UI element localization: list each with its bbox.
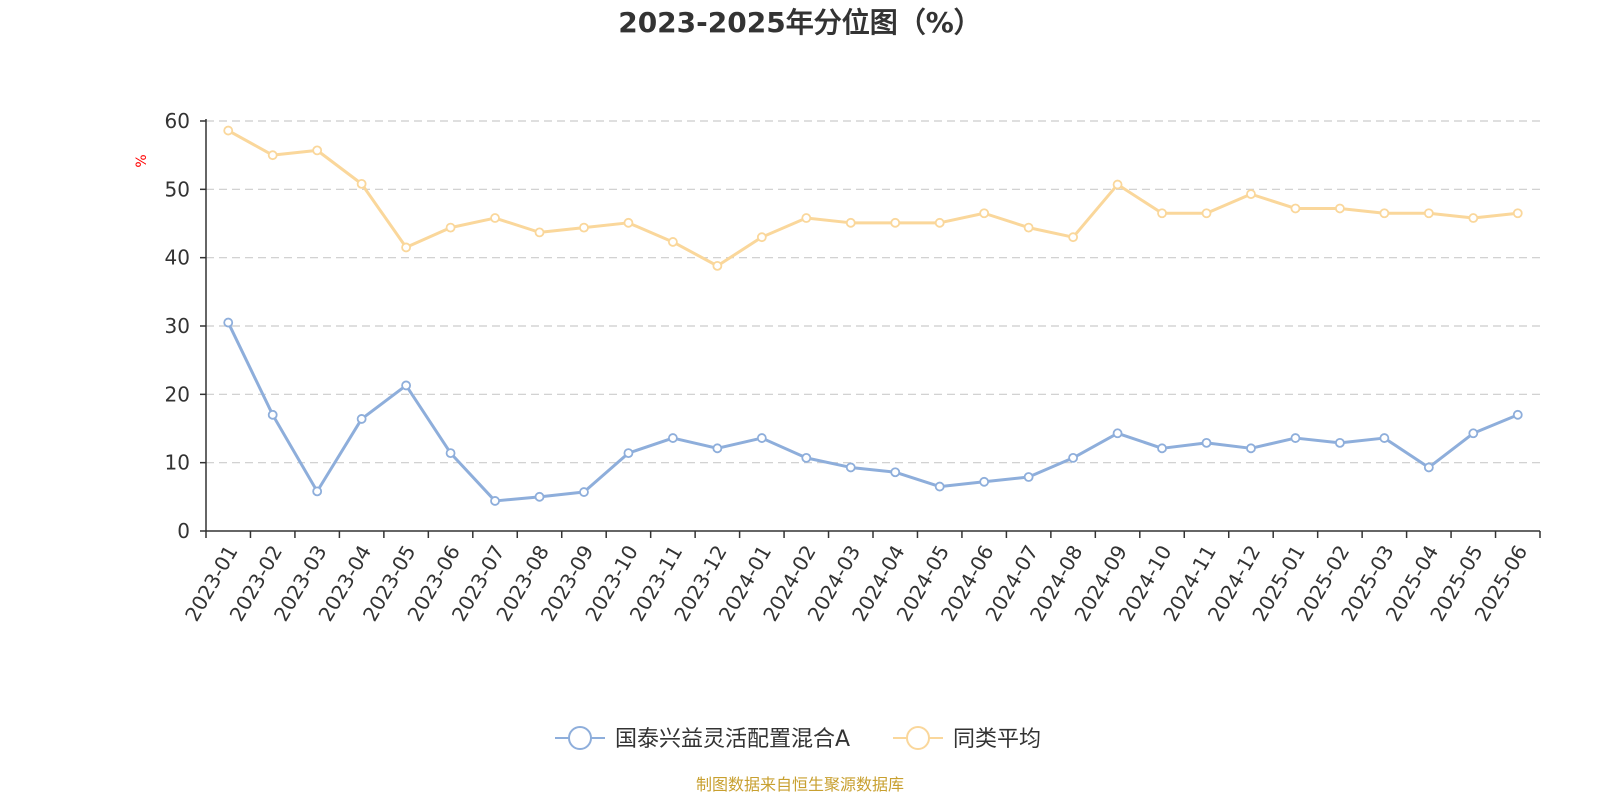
legend-item: 国泰兴益灵活配置混合A xyxy=(555,726,850,752)
data-point xyxy=(801,452,812,463)
data-point xyxy=(490,496,500,506)
data-point xyxy=(312,486,323,497)
chart-title: 2023-2025年分位图（%） xyxy=(618,6,982,39)
y-tick-label: 50 xyxy=(165,177,190,201)
y-tick-label: 60 xyxy=(165,109,190,133)
data-point xyxy=(1112,428,1123,439)
data-point xyxy=(712,443,723,454)
data-point xyxy=(1246,189,1256,200)
data-point xyxy=(267,409,278,420)
data-point xyxy=(579,487,589,497)
data-point xyxy=(1023,472,1034,482)
data-point xyxy=(1201,437,1212,448)
data-point xyxy=(401,242,412,253)
data-point xyxy=(1423,208,1434,219)
data-point xyxy=(445,448,456,459)
data-point xyxy=(356,178,367,189)
series-1 xyxy=(223,317,1523,506)
y-tick-label: 20 xyxy=(165,382,190,406)
legend-marker xyxy=(906,726,930,750)
data-point xyxy=(979,208,990,219)
data-point xyxy=(623,217,634,228)
data-point xyxy=(1157,443,1167,454)
data-point xyxy=(267,150,278,161)
data-point xyxy=(1379,208,1390,219)
data-point xyxy=(712,260,723,271)
data-point xyxy=(1112,179,1123,190)
legend-item: 同类平均 xyxy=(893,726,1041,752)
data-point xyxy=(668,433,678,443)
data-point xyxy=(1246,443,1256,454)
data-point xyxy=(223,125,234,136)
data-point xyxy=(445,222,456,233)
source-note: 制图数据来自恒生聚源数据库 xyxy=(696,775,904,794)
data-point xyxy=(890,467,901,478)
data-point xyxy=(1068,232,1078,243)
series-2 xyxy=(223,125,1523,271)
data-point xyxy=(223,317,234,328)
data-point xyxy=(401,380,412,391)
data-point xyxy=(801,213,812,223)
data-point xyxy=(845,462,856,473)
data-point xyxy=(890,217,901,228)
data-point xyxy=(534,491,545,502)
data-point xyxy=(1290,433,1301,443)
data-point xyxy=(1423,462,1434,473)
legend-label: 同类平均 xyxy=(953,727,1041,752)
data-point xyxy=(1468,213,1479,223)
data-point xyxy=(668,237,678,247)
y-tick-label: 30 xyxy=(165,314,190,338)
series-line xyxy=(226,321,1520,503)
data-point xyxy=(1335,203,1345,214)
legend: 国泰兴益灵活配置混合A 同类平均 xyxy=(555,726,1041,752)
data-point xyxy=(979,476,990,487)
data-point xyxy=(756,232,767,243)
data-point xyxy=(1068,452,1078,463)
legend-label: 国泰兴益灵活配置混合A xyxy=(615,727,850,752)
y-axis-unit: % xyxy=(134,154,150,167)
data-point xyxy=(490,213,500,223)
y-tick-label: 0 xyxy=(177,519,190,543)
data-point xyxy=(1512,409,1523,420)
data-point xyxy=(1290,203,1301,214)
data-point xyxy=(356,414,367,424)
y-tick-label: 40 xyxy=(165,246,190,270)
data-point xyxy=(1201,208,1212,219)
data-point xyxy=(312,145,323,156)
legend-marker xyxy=(568,726,592,750)
data-point xyxy=(579,222,589,233)
data-point xyxy=(1379,433,1390,443)
series-line xyxy=(226,129,1520,268)
data-point xyxy=(1023,222,1034,233)
y-tick-label: 10 xyxy=(165,451,190,475)
grid xyxy=(206,120,1540,464)
data-point xyxy=(934,481,945,492)
data-point xyxy=(1468,428,1479,439)
data-point xyxy=(623,448,634,459)
data-point xyxy=(1335,437,1345,448)
data-point xyxy=(1157,208,1167,219)
data-point xyxy=(934,217,945,228)
data-point xyxy=(845,217,856,228)
data-point xyxy=(1512,208,1523,219)
data-point xyxy=(534,227,545,238)
data-point xyxy=(756,433,767,443)
series-layer xyxy=(223,125,1523,506)
axes: 01020304050602023-012023-022023-032023-0… xyxy=(165,109,1541,625)
